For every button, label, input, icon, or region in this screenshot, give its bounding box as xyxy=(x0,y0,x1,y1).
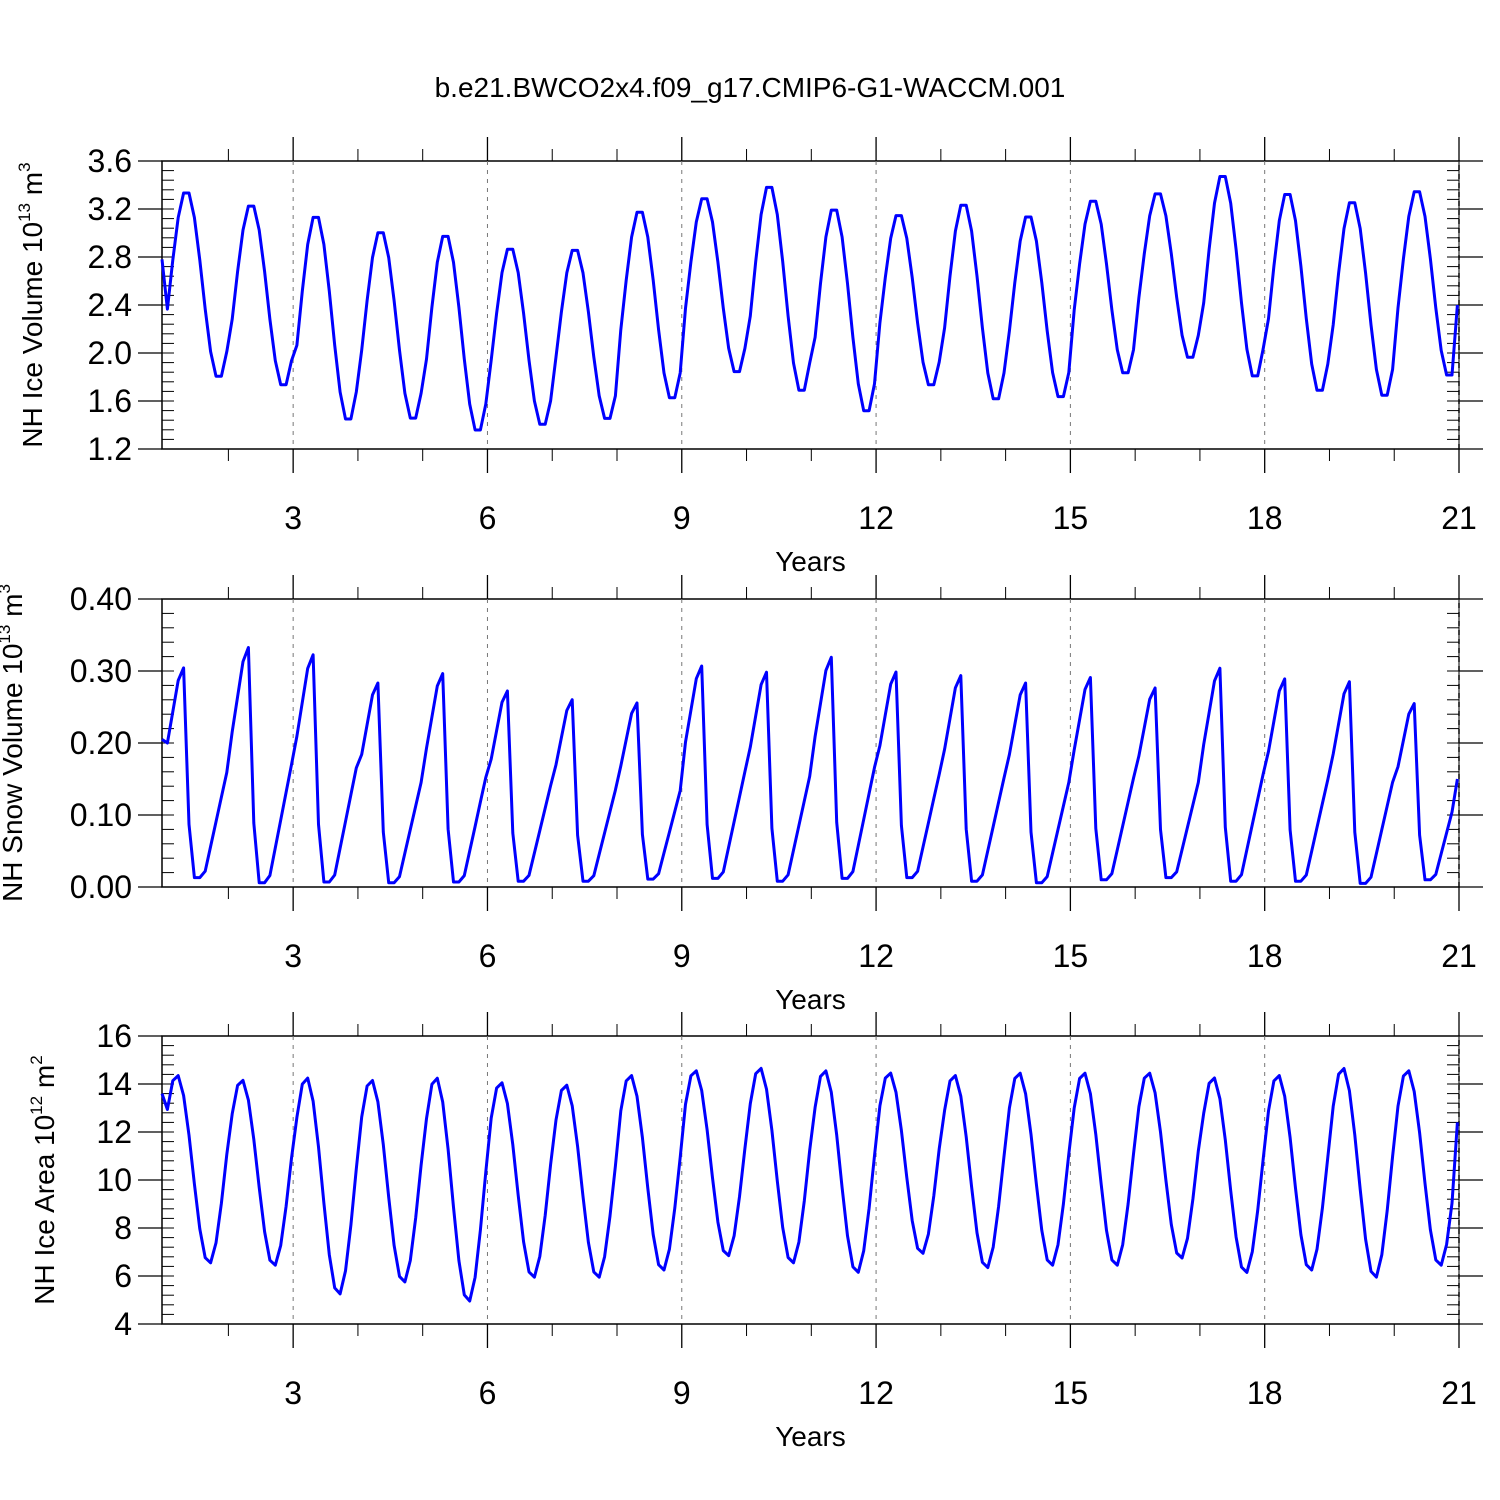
chart-panel-1: 3 6 9 12 15 18 21 1.2 1.6 2.0 2.4 2.8 3.2 3.6 Years NH … xyxy=(15,137,1483,577)
x-tick-label: 12 xyxy=(858,938,894,974)
y-axis-label: NH Snow Volume 1013 m3 xyxy=(0,584,28,902)
x-tick-label: 12 xyxy=(858,1375,894,1411)
x-tick-label: 18 xyxy=(1247,500,1283,536)
y-axis-label-exp: 13 xyxy=(0,625,14,644)
y-tick-label: 0.40 xyxy=(70,581,132,617)
x-tick-label: 9 xyxy=(673,500,691,536)
y-axis-label-unit: m xyxy=(17,172,48,203)
y-tick-label: 6 xyxy=(114,1258,132,1294)
x-axis-label: Years xyxy=(775,1421,846,1452)
y-tick-label: 12 xyxy=(96,1114,132,1150)
x-tick-label: 18 xyxy=(1247,1375,1283,1411)
y-tick-label: 2.8 xyxy=(88,239,132,275)
y-tick-label: 3.6 xyxy=(88,143,132,179)
y-tick-label: 0.30 xyxy=(70,653,132,689)
x-tick-label: 15 xyxy=(1053,938,1089,974)
y-axis-label-unit-exp: 3 xyxy=(0,584,14,593)
y-axis-label-text: NH Snow Volume 10 xyxy=(0,644,28,902)
y-axis-label: NH Ice Area 1012 m2 xyxy=(27,1055,60,1304)
x-axis-label: Years xyxy=(775,984,846,1015)
y-axis-label-unit: m xyxy=(29,1065,60,1096)
x-tick-label: 9 xyxy=(673,938,691,974)
y-tick-label: 10 xyxy=(96,1162,132,1198)
series-line xyxy=(161,646,1459,885)
y-axis-label: NH Ice Volume 1013 m3 xyxy=(15,162,48,447)
x-tick-label: 15 xyxy=(1053,500,1089,536)
x-tick-label: 6 xyxy=(479,1375,497,1411)
y-tick-label: 16 xyxy=(96,1018,132,1054)
x-tick-label: 9 xyxy=(673,1375,691,1411)
figure-title: b.e21.BWCO2x4.f09_g17.CMIP6-G1-WACCM.001 xyxy=(435,72,1066,103)
chart-panel-2: 3 6 9 12 15 18 21 0.00 0.10 0.20 0.30 0.40 Years NH S… xyxy=(0,575,1483,1015)
y-axis-label-unit-exp: 3 xyxy=(15,162,34,171)
x-tick-label: 3 xyxy=(284,1375,302,1411)
x-tick-label: 12 xyxy=(858,500,894,536)
chart-panel-3: 3 6 9 12 15 18 21 4 6 8 10 12 14 16 Years NH Ice Area 1… xyxy=(27,1012,1483,1452)
x-tick-label: 3 xyxy=(284,500,302,536)
y-tick-label: 2.4 xyxy=(88,287,132,323)
x-tick-label: 21 xyxy=(1441,500,1477,536)
y-tick-label: 4 xyxy=(114,1306,132,1342)
y-tick-label: 0.10 xyxy=(70,797,132,833)
y-tick-label: 0.00 xyxy=(70,869,132,905)
x-tick-label: 21 xyxy=(1441,1375,1477,1411)
series-line xyxy=(160,175,1459,432)
y-axis-label-text: NH Ice Volume 10 xyxy=(17,222,48,448)
y-tick-label: 0.20 xyxy=(70,725,132,761)
x-tick-label: 15 xyxy=(1053,1375,1089,1411)
x-tick-label: 21 xyxy=(1441,938,1477,974)
x-tick-label: 6 xyxy=(479,500,497,536)
x-tick-label: 18 xyxy=(1247,938,1283,974)
series-line xyxy=(160,1066,1459,1303)
y-axis-label-exp: 13 xyxy=(15,203,34,222)
x-tick-label: 6 xyxy=(479,938,497,974)
y-tick-label: 14 xyxy=(96,1066,132,1102)
x-axis-label: Years xyxy=(775,546,846,577)
y-tick-label: 1.2 xyxy=(88,431,132,467)
y-tick-label: 3.2 xyxy=(88,191,132,227)
y-axis-label-text: NH Ice Area 10 xyxy=(29,1115,60,1305)
y-axis-label-unit-exp: 2 xyxy=(27,1055,46,1064)
y-tick-label: 2.0 xyxy=(88,335,132,371)
x-tick-label: 3 xyxy=(284,938,302,974)
y-tick-label: 1.6 xyxy=(88,383,132,419)
y-tick-label: 8 xyxy=(114,1210,132,1246)
y-axis-label-exp: 12 xyxy=(27,1096,46,1115)
y-axis-label-unit: m xyxy=(0,594,28,625)
